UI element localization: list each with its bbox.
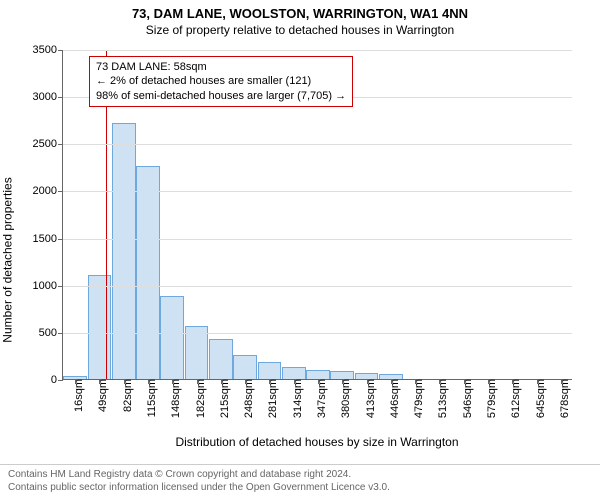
x-tick-label: 215sqm [217,379,231,418]
y-tick-label: 1500 [33,233,63,245]
bar [258,362,282,379]
bar [306,370,330,379]
x-tick-label: 446sqm [387,379,401,418]
x-tick-label: 678sqm [557,379,571,418]
bar [160,296,184,379]
bar [185,326,209,379]
annotation-line1: 73 DAM LANE: 58sqm [96,60,346,74]
bar [136,166,160,379]
x-axis-label: Distribution of detached houses by size … [62,435,572,449]
bar [282,367,306,379]
chart-subtitle: Size of property relative to detached ho… [0,21,600,37]
x-tick-label: 314sqm [290,379,304,418]
grid-line [63,50,572,51]
x-tick-label: 413sqm [363,379,377,418]
chart-title: 73, DAM LANE, WOOLSTON, WARRINGTON, WA1 … [0,0,600,21]
x-tick-label: 347sqm [314,379,328,418]
footer-line2: Contains public sector information licen… [8,482,592,495]
footer: Contains HM Land Registry data © Crown c… [0,464,600,500]
x-tick-label: 49sqm [95,379,109,412]
chart-area: Number of detached properties 73 DAM LAN… [0,40,600,440]
footer-line1: Contains HM Land Registry data © Crown c… [8,469,592,482]
annotation-line3: 98% of semi-detached houses are larger (… [96,89,346,103]
x-tick-label: 182sqm [193,379,207,418]
y-tick-label: 2000 [33,185,63,197]
bar [112,123,136,379]
y-tick-label: 1000 [33,280,63,292]
x-tick-label: 513sqm [435,379,449,418]
y-tick-label: 3500 [33,44,63,56]
x-tick-label: 115sqm [144,379,158,417]
x-tick-label: 248sqm [241,379,255,418]
grid-line [63,144,572,145]
grid-line [63,191,572,192]
x-tick-label: 281sqm [265,379,279,418]
bar [88,275,112,379]
x-tick-label: 380sqm [338,379,352,418]
x-tick-label: 546sqm [460,379,474,418]
x-tick-label: 16sqm [71,379,85,412]
x-tick-label: 148sqm [168,379,182,418]
grid-line [63,239,572,240]
annotation-line2: ← 2% of detached houses are smaller (121… [96,74,346,88]
y-tick-label: 3000 [33,91,63,103]
plot-area: 73 DAM LANE: 58sqm ← 2% of detached hous… [62,50,572,380]
y-tick-label: 500 [39,327,63,339]
y-axis-label: Number of detached properties [0,80,18,440]
grid-line [63,333,572,334]
x-tick-label: 645sqm [533,379,547,418]
bar [330,371,354,379]
grid-line [63,286,572,287]
x-tick-label: 612sqm [508,379,522,418]
annotation-box: 73 DAM LANE: 58sqm ← 2% of detached hous… [89,56,353,107]
x-tick-label: 82sqm [120,379,134,412]
y-tick-label: 0 [51,374,63,386]
x-tick-label: 579sqm [484,379,498,418]
y-tick-label: 2500 [33,138,63,150]
bar [233,355,257,380]
bar [209,339,233,379]
x-tick-label: 479sqm [411,379,425,418]
